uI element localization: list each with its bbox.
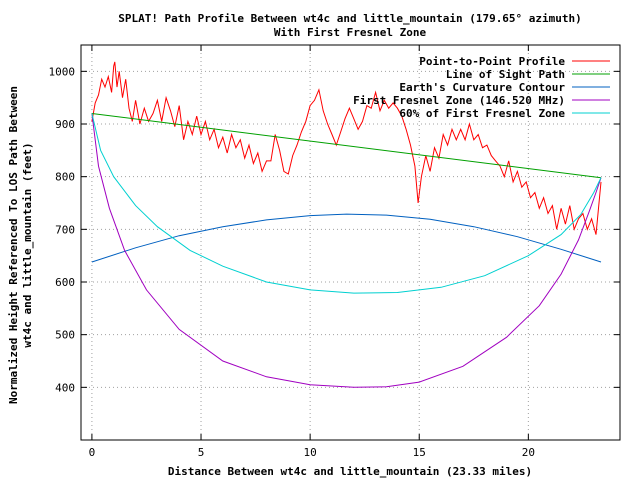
y-tick-label: 400 <box>55 381 75 394</box>
fresnel-zone-line <box>91 113 602 388</box>
legend-label: Earth's Curvature Contour <box>399 81 565 94</box>
y-axis-label-line1: Normalized Height Referenced To LOS Path… <box>7 86 20 404</box>
x-tick-label: 5 <box>198 446 205 459</box>
x-tick-label: 0 <box>89 446 96 459</box>
y-tick-label: 1000 <box>49 65 76 78</box>
chart-subtitle: With First Fresnel Zone <box>274 26 427 39</box>
earth-curvature-line <box>91 213 602 263</box>
tick-layer: 0 5 10 15 20 400 500 600 700 800 900 1000 <box>49 45 620 459</box>
legend-label: First Fresnel Zone (146.520 MHz) <box>353 94 565 107</box>
line-of-sight-line <box>91 113 602 179</box>
y-tick-label: 700 <box>55 223 75 236</box>
terrain-profile-line <box>91 61 602 235</box>
legend-label: Point-to-Point Profile <box>419 55 565 68</box>
y-axis-label-line2: wt4c and little_mountain (feet) <box>21 142 34 347</box>
fresnel-60-line <box>91 113 602 294</box>
plot-frame <box>80 44 621 441</box>
legend-label: 60% of First Fresnel Zone <box>399 107 565 120</box>
chart-title: SPLAT! Path Profile Between wt4c and lit… <box>118 12 582 25</box>
x-tick-label: 10 <box>304 446 317 459</box>
y-tick-label: 800 <box>55 171 75 184</box>
y-tick-label: 500 <box>55 329 75 342</box>
y-tick-label: 900 <box>55 118 75 131</box>
x-tick-label: 15 <box>413 446 426 459</box>
x-tick-label: 20 <box>522 446 535 459</box>
x-axis-label: Distance Between wt4c and little_mountai… <box>168 465 532 478</box>
y-tick-label: 600 <box>55 276 75 289</box>
legend-label: Line of Sight Path <box>446 68 565 81</box>
series-layer <box>91 61 602 388</box>
